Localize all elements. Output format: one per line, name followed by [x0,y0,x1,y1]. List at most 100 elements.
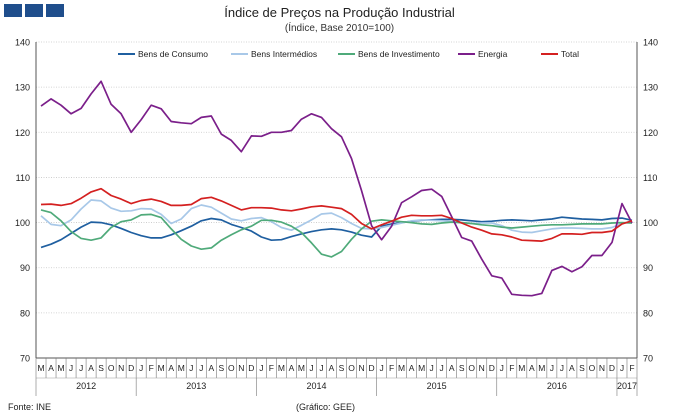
x-tick-label-month: O [108,363,115,373]
chart-subtitle: (Índice, Base 2010=100) [284,23,395,34]
x-tick-label-month: J [319,363,323,373]
x-tick-label-month: M [178,363,185,373]
legend-label: Total [561,49,579,59]
x-tick-label-month: J [189,363,193,373]
x-tick-label-month: D [248,363,254,373]
x-tick-label-month: M [158,363,165,373]
x-tick-label-month: F [149,363,154,373]
x-tick-label-year: 2015 [427,381,447,391]
y-tick-label-left: 70 [20,354,30,364]
x-tick-label-month: J [309,363,313,373]
x-tick-label-month: A [569,363,575,373]
x-tick-label-month: M [418,363,425,373]
y-tick-label-right: 70 [643,354,653,364]
x-tick-label-month: M [278,363,285,373]
x-tick-label-year: 2016 [547,381,567,391]
source-note: Fonte: INE [8,402,52,412]
x-tick-label-month: S [339,363,345,373]
x-tick-label-month: J [550,363,554,373]
x-tick-label-year: 2013 [186,381,206,391]
series-line [40,187,633,242]
x-tick-label-month: A [208,363,214,373]
x-tick-label-month: A [329,363,335,373]
logo-box [25,4,43,17]
x-tick-label-month: O [228,363,235,373]
x-tick-label-month: S [98,363,104,373]
series-line [40,216,633,249]
x-tick-label-year: 2014 [306,381,326,391]
x-tick-label-month: N [599,363,605,373]
x-tick-label-month: F [269,363,274,373]
x-tick-label-month: A [88,363,94,373]
x-tick-label-month: J [500,363,504,373]
x-tick-label-month: J [430,363,434,373]
y-tick-label-right: 140 [643,38,658,48]
x-tick-label-month: A [168,363,174,373]
x-tick-label-month: O [348,363,355,373]
y-tick-label-left: 80 [20,308,30,318]
x-tick-label-month: F [629,363,634,373]
x-tick-label-month: J [379,363,383,373]
x-tick-label-month: M [298,363,305,373]
x-tick-label-month: N [479,363,485,373]
x-tick-label-month: S [218,363,224,373]
y-tick-label-left: 130 [15,83,30,93]
series-line [40,209,633,258]
x-tick-label-month: A [48,363,54,373]
series-line [40,199,633,234]
x-tick-label-month: J [199,363,203,373]
x-tick-label-month: J [69,363,73,373]
ine-logo-icon [4,4,64,17]
y-tick-label-right: 120 [643,128,658,138]
legend-label: Bens Intermédios [251,49,317,59]
x-tick-label-month: A [289,363,295,373]
logo-box [46,4,64,17]
x-tick-label-month: O [589,363,596,373]
x-tick-label-month: A [529,363,535,373]
x-tick-label-year: 2017 [617,381,637,391]
x-tick-label-month: J [139,363,143,373]
y-tick-label-right: 130 [643,83,658,93]
y-tick-label-right: 80 [643,308,653,318]
legend-label: Bens de Investimento [358,49,440,59]
x-tick-label-month: D [489,363,495,373]
x-tick-label-year: 2012 [76,381,96,391]
x-tick-label-month: D [368,363,374,373]
x-tick-label-month: M [398,363,405,373]
x-tick-label-month: J [259,363,263,373]
x-tick-label-month: S [459,363,465,373]
chart-title: Índice de Preços na Produção Industrial [224,5,455,20]
legend-label: Bens de Consumo [138,49,208,59]
x-tick-label-month: J [620,363,624,373]
x-tick-label-month: J [79,363,83,373]
x-tick-label-month: M [538,363,545,373]
x-tick-label-month: N [238,363,244,373]
y-tick-label-left: 100 [15,218,30,228]
logo-box [4,4,22,17]
x-tick-label-month: N [118,363,124,373]
x-tick-label-month: A [409,363,415,373]
x-tick-label-month: F [509,363,514,373]
x-tick-label-month: J [560,363,564,373]
y-tick-label-left: 120 [15,128,30,138]
x-tick-label-month: O [468,363,475,373]
x-tick-label-month: J [440,363,444,373]
y-tick-label-right: 110 [643,173,657,183]
x-tick-label-month: M [57,363,64,373]
x-tick-label-month: A [449,363,455,373]
y-tick-label-left: 90 [20,263,30,273]
x-tick-label-month: N [358,363,364,373]
series-line [40,80,633,297]
y-tick-label-right: 100 [643,218,658,228]
y-tick-label-left: 110 [16,173,30,183]
x-tick-label-month: M [37,363,44,373]
legend-label: Energia [478,49,508,59]
y-tick-label-left: 140 [15,38,30,48]
x-tick-label-month: S [579,363,585,373]
x-tick-label-month: D [128,363,134,373]
credit-note: (Gráfico: GEE) [296,402,356,412]
x-tick-label-month: D [609,363,615,373]
y-tick-label-right: 90 [643,263,653,273]
